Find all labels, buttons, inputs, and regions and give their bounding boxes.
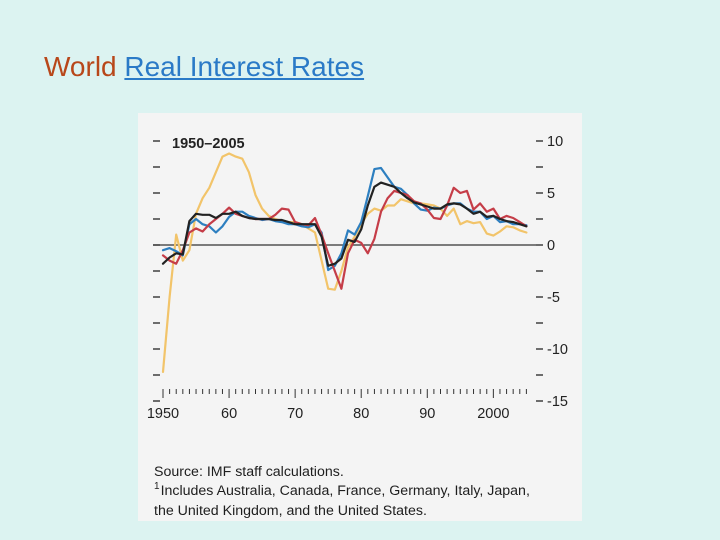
x-tick-label: 2000 [477, 406, 509, 422]
y-tick-label: 10 [547, 134, 563, 150]
chart-figure: 10 5 0 -5 -10 -15 1950 60 70 80 90 2000 1950–2005 So… [138, 113, 582, 521]
slide-title-link[interactable]: Real Interest Rates [124, 51, 365, 82]
y-tick-label: -15 [547, 394, 568, 410]
chart-title: 1950–2005 [172, 136, 245, 152]
footnote-line-1: 1Includes Australia, Canada, France, Ger… [154, 481, 574, 502]
x-tick-label: 60 [221, 406, 237, 422]
slide-title-text: World [44, 51, 125, 82]
series-line-1 [161, 152, 528, 373]
x-tick-label: 80 [353, 406, 369, 422]
series-line-4 [161, 181, 528, 267]
x-tick-label: 1950 [147, 406, 179, 422]
chart-notes: Source: IMF staff calculations. 1Include… [154, 463, 574, 521]
y-tick-label: -10 [547, 342, 568, 358]
y-tick-label: 5 [547, 186, 555, 202]
footnote-marker: 1 [154, 481, 160, 492]
slide-title: World Real Interest Rates [44, 51, 364, 83]
footnote-text-1: Includes Australia, Canada, France, Germ… [160, 483, 530, 499]
y-tick-label: -5 [547, 290, 560, 306]
footnote-line-2: the United Kingdom, and the United State… [154, 503, 427, 519]
source-note: Source: IMF staff calculations. [154, 464, 344, 480]
x-tick-label: 70 [287, 406, 303, 422]
x-tick-label: 90 [419, 406, 435, 422]
y-tick-label: 0 [547, 238, 555, 254]
chart: 10 5 0 -5 -10 -15 1950 60 70 80 90 2000 1950–2005 [147, 134, 568, 422]
